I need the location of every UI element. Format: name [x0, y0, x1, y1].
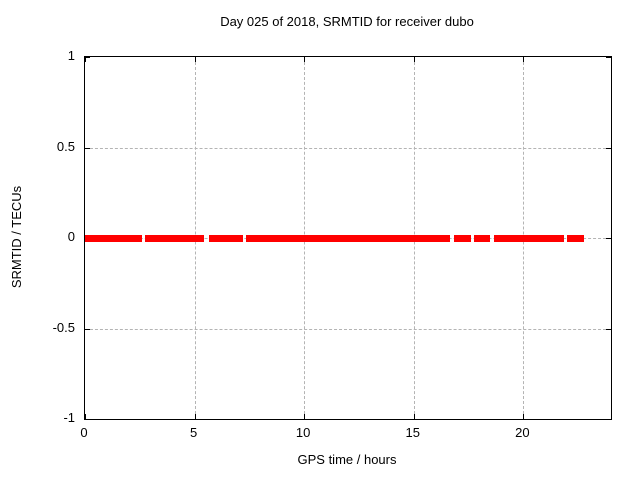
y-tick-left: [85, 419, 90, 420]
chart-title: Day 025 of 2018, SRMTID for receiver dub…: [220, 14, 474, 29]
y-gridline: [85, 328, 611, 330]
y-tick-label: -1: [63, 410, 75, 425]
y-gridline: [85, 147, 611, 149]
x-tick-label: 15: [405, 425, 420, 440]
x-tick-top: [523, 57, 525, 62]
data-segment: [209, 234, 244, 242]
x-tick-top: [304, 57, 306, 62]
y-tick-label: 0.5: [56, 138, 75, 154]
x-tick-bottom: [304, 414, 306, 419]
y-tick-right: [606, 57, 611, 58]
x-tick-label: 20: [515, 425, 530, 440]
data-segment: [566, 234, 585, 242]
data-segment: [493, 234, 564, 242]
x-tick-label: 5: [189, 425, 198, 440]
plot-area: [84, 56, 612, 420]
y-tick-left: [85, 147, 90, 149]
y-tick-right: [606, 147, 611, 149]
data-segment: [245, 234, 450, 242]
x-tick-label: 10: [295, 425, 311, 440]
y-tick-right: [606, 419, 611, 420]
data-segment: [85, 234, 142, 242]
x-tick-bottom: [413, 414, 415, 419]
y-tick-left: [85, 57, 90, 58]
y-tick-right: [606, 238, 611, 239]
y-tick-left: [85, 328, 90, 330]
x-tick-top: [85, 57, 86, 62]
x-tick-top: [194, 57, 196, 62]
y-tick-right: [606, 328, 611, 330]
y-tick-label: 1: [67, 48, 75, 63]
x-tick-bottom: [523, 414, 525, 419]
data-segment: [145, 234, 204, 242]
y-tick-label: -0.5: [52, 319, 75, 335]
x-tick-top: [413, 57, 415, 62]
x-tick-bottom: [194, 414, 196, 419]
y-tick-label: 0: [67, 229, 75, 244]
data-segment: [474, 234, 490, 242]
x-axis-label: GPS time / hours: [297, 452, 397, 467]
x-tick-label: 0: [80, 425, 88, 440]
data-segment: [453, 234, 471, 242]
x-tick-bottom: [85, 414, 86, 419]
